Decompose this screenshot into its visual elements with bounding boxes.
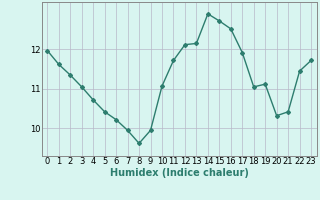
X-axis label: Humidex (Indice chaleur): Humidex (Indice chaleur)	[110, 168, 249, 178]
